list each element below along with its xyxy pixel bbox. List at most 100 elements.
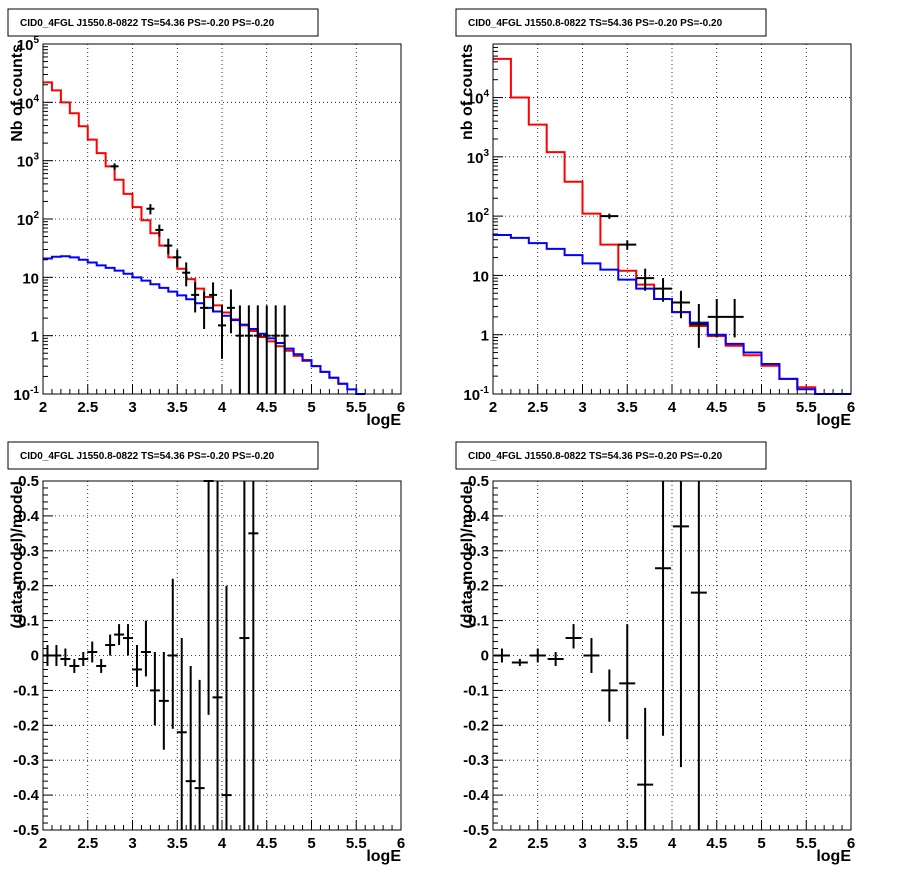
- x-tick-label: 5: [307, 835, 315, 852]
- x-tick-label: 5.5: [796, 835, 817, 852]
- chart-title: CID0_4FGL J1550.8-0822 TS=54.36 PS=-0.20…: [20, 451, 275, 462]
- data-points: [110, 163, 289, 394]
- x-tick-label: 5: [757, 399, 765, 416]
- x-tick-label: 3: [578, 399, 586, 416]
- x-tick-label: 2.5: [77, 399, 98, 416]
- y-axis-label: (data-model)/model: [459, 481, 476, 629]
- x-tick-label: 2.5: [77, 835, 98, 852]
- y-tick-label: 1: [481, 328, 489, 345]
- grid-lines: [492, 480, 852, 831]
- y-tick-label: 0.5: [18, 473, 39, 490]
- x-tick-label: 6: [847, 399, 855, 416]
- x-tick-label: 4: [668, 399, 677, 416]
- y-tick-label: 0.2: [18, 578, 39, 595]
- x-tick-label: 6: [397, 835, 405, 852]
- y-tick-label: -0.1: [463, 682, 489, 699]
- y-tick-label: 0.2: [468, 578, 489, 595]
- x-tick-label: 5: [757, 835, 765, 852]
- y-tick-label: 102: [17, 210, 40, 229]
- y-tick-label: -0.3: [463, 752, 489, 769]
- y-tick-label: 0.1: [18, 613, 39, 630]
- y-axis: 10-1 1 10 102 103 104: [463, 43, 503, 404]
- x-tick-label: 2.5: [527, 835, 548, 852]
- x-axis: 2 2.5 3 3.5 4 4.5 5 5.5 6: [489, 820, 855, 852]
- x-tick-label: 5.5: [346, 399, 367, 416]
- y-tick-label: 0.4: [18, 508, 40, 525]
- x-tick-label: 3: [578, 835, 586, 852]
- y-tick-label: -0.1: [13, 682, 39, 699]
- x-tick-label: 4.5: [706, 835, 727, 852]
- x-tick-label: 3: [128, 399, 136, 416]
- x-tick-label: 6: [847, 835, 855, 852]
- y-tick-label: -0.4: [463, 787, 490, 804]
- x-tick-label: 2: [39, 835, 47, 852]
- x-tick-label: 5.5: [796, 399, 817, 416]
- grid-lines: [42, 480, 402, 831]
- chart-title: CID0_4FGL J1550.8-0822 TS=54.36 PS=-0.20…: [20, 18, 275, 29]
- histogram-series-1: [43, 81, 348, 385]
- data-points: [600, 213, 744, 348]
- x-axis-label: logE: [366, 412, 401, 429]
- x-tick-label: 3.5: [617, 835, 638, 852]
- y-tick-label: 0.3: [18, 543, 39, 560]
- y-tick-label: 103: [17, 152, 40, 171]
- chart-title: CID0_4FGL J1550.8-0822 TS=54.36 PS=-0.20…: [468, 451, 723, 462]
- x-tick-label: 5: [307, 399, 315, 416]
- y-tick-label: -0.5: [13, 822, 39, 839]
- x-tick-label: 2.5: [527, 399, 548, 416]
- title-box: [7, 8, 319, 37]
- x-tick-label: 4.5: [256, 835, 277, 852]
- plot-frame: [42, 43, 402, 395]
- chart-panel-1: 2 2.5 3 3.5 4 4.5 5 5.5 6 10-1 1 10 102 103 104 105 logE…: [7, 8, 405, 429]
- y-axis: -0.5 -0.4 -0.3 -0.2 -0.1 0 0.1 0.2 0.3 0.4 0.5: [463, 473, 503, 839]
- y-axis: -0.5 -0.4 -0.3 -0.2 -0.1 0 0.1 0.2 0.3 0.4 0.5: [13, 473, 53, 839]
- x-tick-label: 4: [668, 835, 677, 852]
- y-tick-label: 10: [22, 270, 39, 287]
- x-axis: 2 2.5 3 3.5 4 4.5 5 5.5 6: [39, 820, 405, 852]
- y-axis: 10-1 1 10 102 103 104 105: [13, 35, 53, 404]
- x-tick-label: 4: [218, 835, 227, 852]
- y-tick-label: 104: [17, 93, 40, 112]
- x-tick-label: 2: [489, 835, 497, 852]
- histogram-series-2: [493, 234, 851, 395]
- title-box: [7, 441, 319, 470]
- x-tick-label: 5.5: [346, 835, 367, 852]
- plot-frame: [492, 480, 852, 831]
- y-tick-label: 0.1: [468, 613, 489, 630]
- y-tick-label: 0.4: [468, 508, 490, 525]
- x-axis-label: logE: [816, 412, 851, 429]
- x-tick-label: 2: [489, 399, 497, 416]
- y-tick-label: 0.3: [468, 543, 489, 560]
- y-tick-label: 105: [17, 35, 40, 54]
- x-tick-label: 6: [397, 399, 405, 416]
- x-tick-label: 4: [218, 399, 227, 416]
- x-tick-label: 2: [39, 399, 47, 416]
- y-tick-label: 104: [467, 89, 490, 108]
- chart-panel-3: 2 2.5 3 3.5 4 4.5 5 5.5 6 -0.5 -0.4 -0.3 -0.2 -0.1 0 0.…: [7, 441, 405, 865]
- y-tick-label: -0.2: [13, 717, 39, 734]
- y-tick-label: -0.3: [13, 752, 39, 769]
- y-axis-label: nb of counts: [459, 44, 476, 140]
- x-axis-label: logE: [816, 848, 851, 865]
- x-tick-label: 3.5: [617, 399, 638, 416]
- grid-lines: [492, 44, 852, 395]
- x-tick-label: 4.5: [256, 399, 277, 416]
- x-tick-label: 4.5: [706, 399, 727, 416]
- data-points: [493, 481, 707, 830]
- y-axis-label: (data-model)/model: [9, 481, 26, 629]
- x-axis-label: logE: [366, 848, 401, 865]
- y-tick-label: 10-1: [13, 385, 39, 404]
- title-box: [455, 441, 767, 470]
- x-tick-label: 3.5: [167, 399, 188, 416]
- plot-frame: [492, 43, 852, 395]
- histogram-series-1: [493, 57, 851, 395]
- y-tick-label: 102: [467, 207, 490, 226]
- x-tick-label: 3.5: [167, 835, 188, 852]
- y-tick-label: 0: [481, 648, 489, 665]
- y-tick-label: 10: [472, 268, 489, 285]
- y-tick-label: -0.5: [463, 822, 489, 839]
- y-tick-label: 103: [467, 148, 490, 167]
- data-points: [42, 480, 259, 830]
- chart-panel-4: 2 2.5 3 3.5 4 4.5 5 5.5 6 -0.5 -0.4 -0.3 -0.2 -0.1 0 0.…: [455, 441, 855, 865]
